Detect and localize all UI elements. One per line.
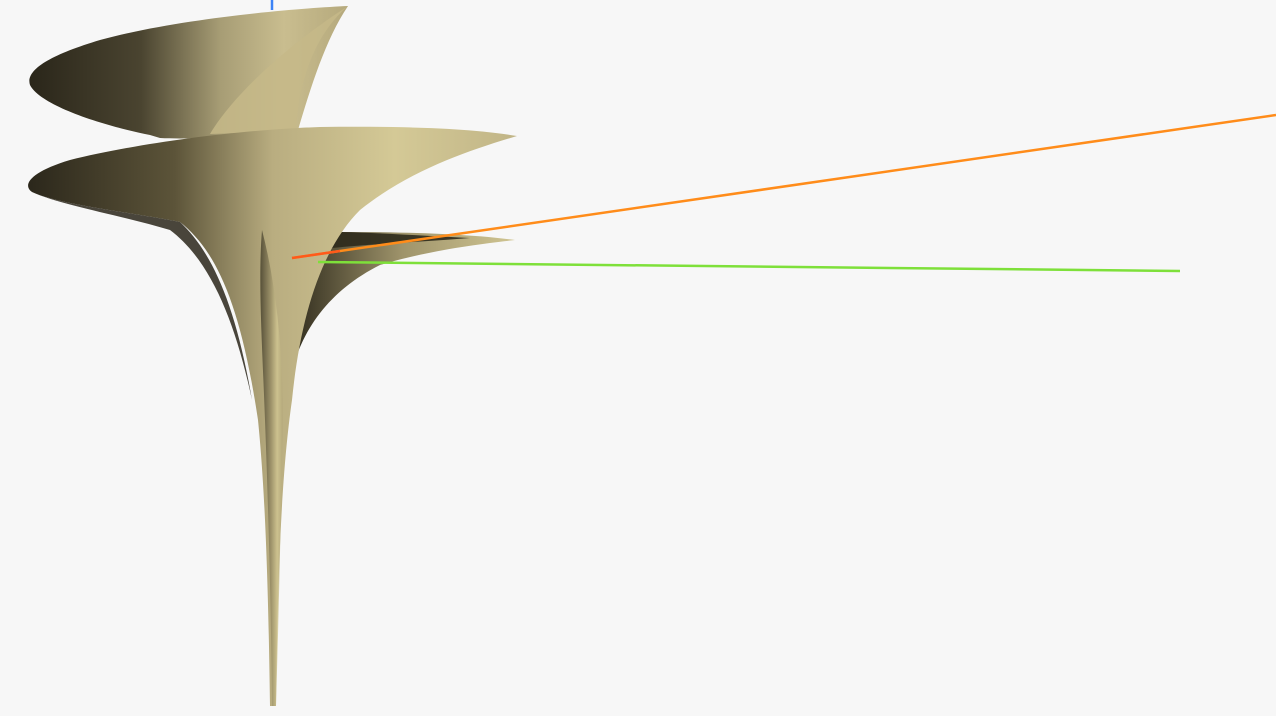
surface-stem	[260, 230, 283, 706]
surface-low-flare-shadow	[332, 232, 470, 248]
x-axis-origin-segment	[291, 249, 341, 260]
surface-low-flare[interactable]	[290, 232, 515, 380]
surface-middle-flare-shadow	[32, 192, 252, 400]
surface-top-flare-inner	[210, 6, 348, 134]
y-axis-line	[317, 260, 1181, 273]
x-axis-line	[291, 113, 1276, 260]
